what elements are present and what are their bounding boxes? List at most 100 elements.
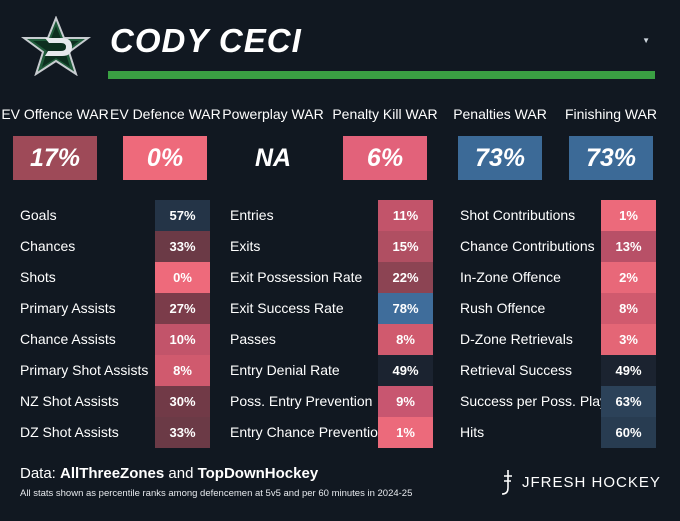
war-finishing: Finishing WAR 73% [556,104,666,180]
stat-value: 1% [601,200,656,231]
stat-value: 8% [601,293,656,324]
data-prefix: Data: [20,465,61,482]
stat-label: Hits [460,424,485,440]
and-text: and [164,465,198,482]
stat-label: Chance Contributions [460,238,595,254]
stat-value: 15% [378,231,433,262]
war-summary: EV Offence WAR 17% EV Defence WAR 0% Pow… [0,104,680,184]
stat-row: DZ Shot Assists 33% [20,417,210,448]
stat-value: 8% [155,355,210,386]
war-label: Penalties WAR [453,106,547,122]
stat-row: Poss. Entry Prevention 9% [230,386,435,417]
stats-column-contributions: Shot Contributions 1% Chance Contributions… [460,200,656,448]
war-value: 73% [458,136,542,180]
stat-value: 0% [155,262,210,293]
team-logo-icon [20,16,92,76]
source-allthreezones: AllThreeZones [60,465,165,482]
stat-label: Success per Poss. Play [460,393,608,409]
stat-value: 57% [155,200,210,231]
stats-column-transition: Entries 11% Exits 15% Exit Possession Rate 22… [230,200,435,448]
stat-value: 49% [378,355,433,386]
stat-label: In-Zone Offence [460,269,561,285]
player-name: CODY CECI [110,22,302,59]
war-value: NA [231,136,315,180]
stat-row: Rush Offence 8% [460,293,656,324]
brand: JFRESH HOCKEY [498,468,661,496]
stat-label: Shots [20,269,56,285]
war-penalty-kill: Penalty Kill WAR 6% [330,104,440,180]
stat-label: Chances [20,238,76,254]
stat-value: 60% [601,417,656,448]
stat-row: Primary Assists 27% [20,293,210,324]
header-divider [108,71,655,79]
stat-row: NZ Shot Assists 30% [20,386,210,417]
stat-label: Poss. Entry Prevention [230,393,373,409]
source-topdownhockey: TopDownHockey [197,465,319,482]
stat-value: 3% [601,324,656,355]
war-value: 17% [13,136,97,180]
stat-value: 22% [378,262,433,293]
stat-row: Goals 57% [20,200,210,231]
war-label: EV Defence WAR [110,106,221,122]
stat-label: Primary Shot Assists [20,362,149,378]
stat-label: NZ Shot Assists [20,393,119,409]
war-label: Powerplay WAR [222,106,324,122]
stat-label: Goals [20,207,57,223]
stat-label: Passes [230,331,276,347]
stat-row: Retrieval Success 49% [460,355,656,386]
war-value: 0% [123,136,207,180]
stat-label: DZ Shot Assists [20,424,119,440]
stat-label: Chance Assists [20,331,116,347]
stat-row: Chances 33% [20,231,210,262]
brand-name: JFRESH HOCKEY [522,473,661,491]
stat-row: Exits 15% [230,231,435,262]
data-sources: Data: AllThreeZones and TopDownHockey [20,465,318,482]
stat-label: Exit Success Rate [230,300,344,316]
war-label: Finishing WAR [564,106,658,122]
stat-label: Retrieval Success [460,362,573,378]
stat-value: 63% [601,386,656,417]
stat-row: Entry Chance Prevention 1% [230,417,435,448]
stat-label: D-Zone Retrievals [460,331,573,347]
stat-value: 30% [155,386,210,417]
stat-label: Exits [230,238,261,254]
stat-value: 10% [155,324,210,355]
stat-label: Exit Possession Rate [230,269,363,285]
stat-row: Shots 0% [20,262,210,293]
war-powerplay: Powerplay WAR NA [218,104,328,180]
stat-row: Hits 60% [460,417,656,448]
stat-value: 13% [601,231,656,262]
stat-value: 27% [155,293,210,324]
war-label: EV Offence WAR [1,106,109,122]
stat-label: Rush Offence [460,300,546,316]
stat-value: 49% [601,355,656,386]
stat-row: D-Zone Retrievals 3% [460,324,656,355]
stat-label: Entry Chance Prevention [230,424,386,440]
stats-column-offence: Goals 57% Chances 33% Shots 0% Primary Assists… [20,200,210,448]
stat-row: Shot Contributions 1% [460,200,656,231]
stat-row: In-Zone Offence 2% [460,262,656,293]
war-ev-offence: EV Offence WAR 17% [0,104,110,180]
stat-row: Exit Possession Rate 22% [230,262,435,293]
stat-value: 33% [155,231,210,262]
jfresh-mark-icon [501,470,512,495]
war-penalties: Penalties WAR 73% [445,104,555,180]
stat-value: 1% [378,417,433,448]
caret-down-icon[interactable]: ▼ [642,36,650,45]
stat-row: Chance Assists 10% [20,324,210,355]
stat-row: Success per Poss. Play 63% [460,386,656,417]
stat-value: 33% [155,417,210,448]
stat-label: Entry Denial Rate [230,362,340,378]
stat-label: Primary Assists [20,300,116,316]
stat-value: 2% [601,262,656,293]
war-label: Penalty Kill WAR [332,106,438,122]
stat-value: 11% [378,200,433,231]
stat-value: 78% [378,293,433,324]
stat-row: Exit Success Rate 78% [230,293,435,324]
war-value: 6% [343,136,427,180]
stat-value: 9% [378,386,433,417]
stat-value: 8% [378,324,433,355]
stat-row: Passes 8% [230,324,435,355]
stat-label: Shot Contributions [460,207,576,223]
footnote: All stats shown as percentile ranks amon… [20,488,413,499]
